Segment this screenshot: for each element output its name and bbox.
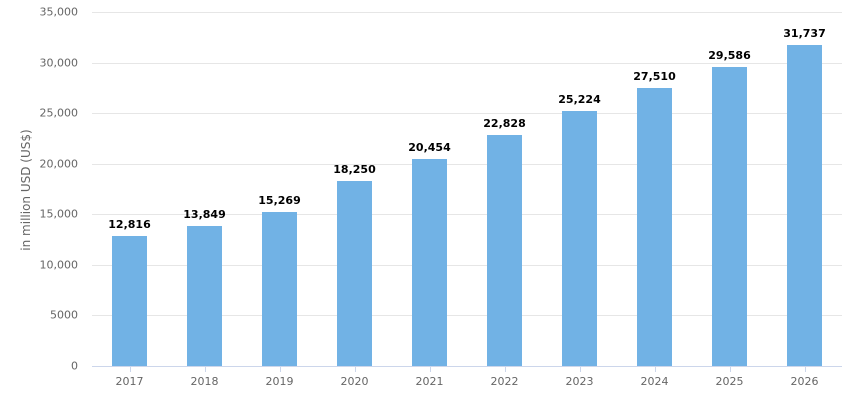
bar-2019[interactable] xyxy=(262,211,297,366)
x-tick-label: 2020 xyxy=(340,375,369,388)
y-tick-label: 20,000 xyxy=(39,157,79,171)
y-tick-label: 30,000 xyxy=(39,56,79,70)
bar-2017[interactable] xyxy=(112,236,147,366)
x-tick-label: 2017 xyxy=(115,375,144,388)
data-label: 20,454 xyxy=(408,141,451,155)
x-tick-mark xyxy=(430,366,431,372)
x-tick-mark xyxy=(505,366,506,372)
y-tick-label: 10,000 xyxy=(39,258,79,272)
data-label: 31,737 xyxy=(783,27,826,40)
x-tick-mark xyxy=(280,366,281,372)
bar-2023[interactable] xyxy=(562,110,597,366)
x-tick-label: 2022 xyxy=(490,375,519,388)
data-label: 15,269 xyxy=(258,193,301,207)
data-label: 29,586 xyxy=(708,48,751,62)
bar-2018[interactable] xyxy=(187,225,222,366)
gridline xyxy=(92,113,842,114)
y-tick-label: 5000 xyxy=(50,308,78,322)
gridline xyxy=(92,63,842,64)
data-label: 27,510 xyxy=(633,69,676,83)
x-tick-label: 2019 xyxy=(265,375,294,388)
bar-2026[interactable] xyxy=(787,45,822,366)
x-tick-mark xyxy=(655,366,656,372)
y-tick-label: 35,000 xyxy=(39,5,79,19)
x-tick-mark xyxy=(580,366,581,372)
y-tick-label: 15,000 xyxy=(39,207,79,221)
x-tick-label: 2023 xyxy=(565,375,594,388)
y-tick-label: 0 xyxy=(71,359,78,373)
x-tick-label: 2024 xyxy=(640,375,669,388)
gridline xyxy=(92,12,842,13)
x-tick-label: 2026 xyxy=(790,375,819,388)
data-label: 25,224 xyxy=(558,92,601,106)
x-axis-line xyxy=(92,366,842,367)
x-tick-mark xyxy=(205,366,206,372)
x-tick-label: 2021 xyxy=(415,375,444,388)
gridline xyxy=(92,315,842,316)
data-label: 18,250 xyxy=(333,163,376,177)
data-label: 13,849 xyxy=(183,207,226,221)
gridline xyxy=(92,214,842,215)
x-tick-mark xyxy=(130,366,131,372)
y-axis-title: in million USD (US$) xyxy=(19,129,33,251)
x-tick-mark xyxy=(805,366,806,372)
bar-2021[interactable] xyxy=(412,159,447,366)
bar-2022[interactable] xyxy=(487,135,522,366)
bar-2020[interactable] xyxy=(337,181,372,366)
x-tick-mark xyxy=(355,366,356,372)
x-tick-label: 2018 xyxy=(190,375,219,388)
gridline xyxy=(92,164,842,165)
data-label: 12,816 xyxy=(108,218,151,232)
bar-2025[interactable] xyxy=(712,66,747,366)
y-tick-label: 25,000 xyxy=(39,106,79,120)
gridline xyxy=(92,265,842,266)
x-tick-label: 2025 xyxy=(715,375,744,388)
data-label: 22,828 xyxy=(483,117,526,131)
bar-2024[interactable] xyxy=(637,87,672,366)
x-tick-mark xyxy=(730,366,731,372)
